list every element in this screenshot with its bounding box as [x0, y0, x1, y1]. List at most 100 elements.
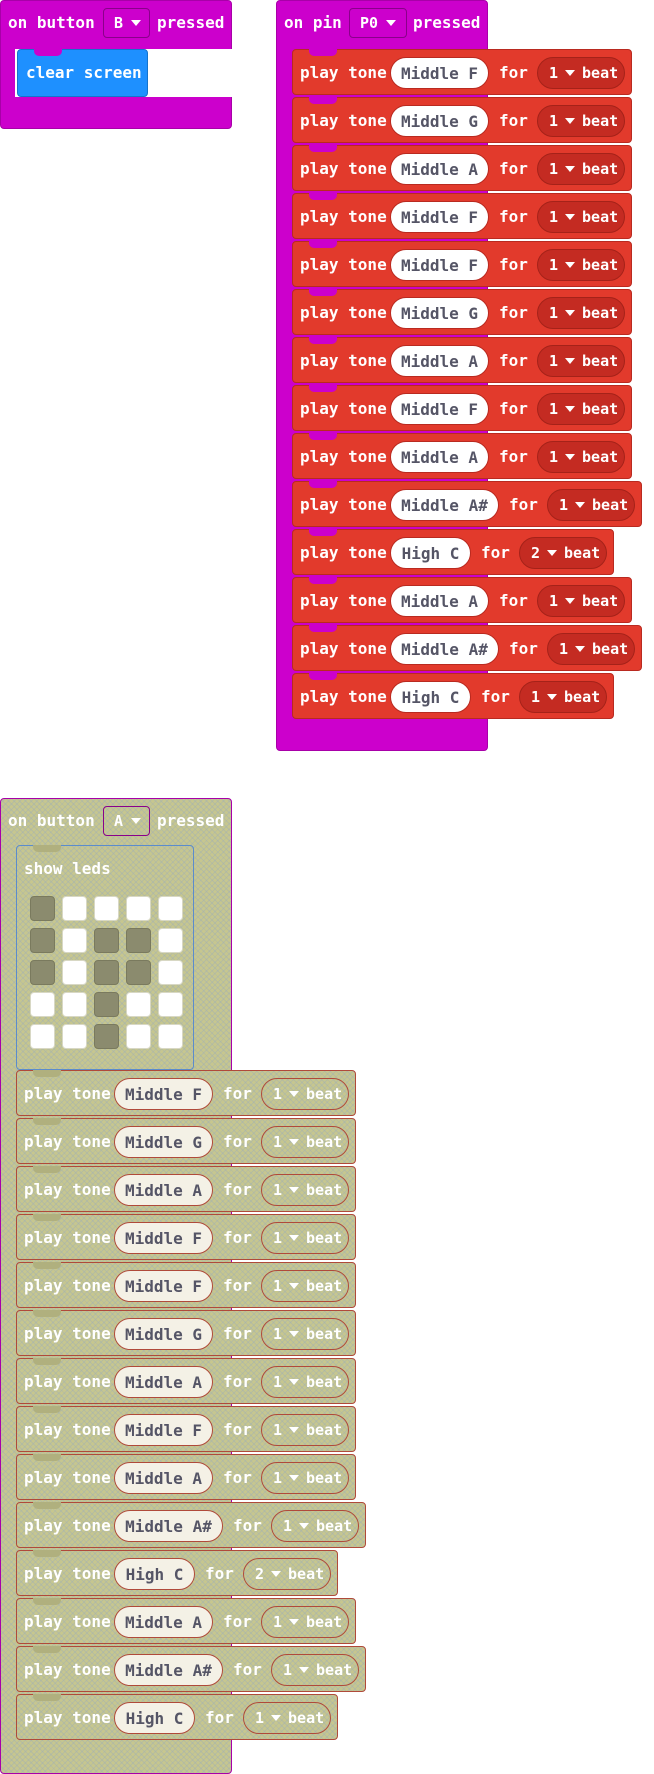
note-input[interactable]: Middle A	[390, 153, 489, 185]
beat-dropdown[interactable]: 1 beat	[243, 1702, 331, 1734]
play-tone-block[interactable]: play tone Middle F for 1 beat	[292, 385, 632, 431]
beat-dropdown[interactable]: 1 beat	[271, 1654, 359, 1686]
led-cell[interactable]	[126, 928, 151, 953]
beat-dropdown[interactable]: 1 beat	[261, 1078, 349, 1110]
play-tone-block[interactable]: play tone Middle F for 1 beat	[16, 1406, 356, 1452]
beat-dropdown[interactable]: 2 beat	[519, 537, 607, 569]
note-input[interactable]: Middle A	[114, 1366, 213, 1398]
note-input[interactable]: Middle F	[390, 57, 489, 89]
beat-dropdown[interactable]: 1 beat	[537, 345, 625, 377]
play-tone-block[interactable]: play tone Middle A# for 1 beat	[292, 481, 642, 527]
beat-dropdown[interactable]: 1 beat	[537, 297, 625, 329]
play-tone-block[interactable]: play tone Middle A for 1 beat	[292, 433, 632, 479]
pin-dropdown[interactable]: P0	[349, 8, 407, 38]
note-input[interactable]: Middle F	[114, 1414, 213, 1446]
beat-dropdown[interactable]: 2 beat	[243, 1558, 331, 1590]
play-tone-block[interactable]: play tone Middle F for 1 beat	[16, 1070, 356, 1116]
led-cell[interactable]	[94, 928, 119, 953]
note-input[interactable]: Middle F	[390, 201, 489, 233]
beat-dropdown[interactable]: 1 beat	[261, 1270, 349, 1302]
note-input[interactable]: Middle F	[390, 249, 489, 281]
led-cell[interactable]	[126, 960, 151, 985]
note-input[interactable]: High C	[114, 1702, 195, 1734]
beat-dropdown[interactable]: 1 beat	[261, 1366, 349, 1398]
note-input[interactable]: Middle A	[114, 1174, 213, 1206]
play-tone-block[interactable]: play tone Middle A# for 1 beat	[16, 1502, 366, 1548]
play-tone-block[interactable]: play tone Middle F for 1 beat	[292, 49, 632, 95]
led-cell[interactable]	[126, 1024, 151, 1049]
beat-dropdown[interactable]: 1 beat	[519, 681, 607, 713]
beat-dropdown[interactable]: 1 beat	[537, 105, 625, 137]
note-input[interactable]: Middle G	[390, 105, 489, 137]
beat-dropdown[interactable]: 1 beat	[537, 585, 625, 617]
led-cell[interactable]	[158, 896, 183, 921]
play-tone-block[interactable]: play tone High C for 2 beat	[292, 529, 614, 575]
note-input[interactable]: Middle F	[114, 1270, 213, 1302]
led-cell[interactable]	[126, 896, 151, 921]
note-input[interactable]: Middle F	[114, 1078, 213, 1110]
note-input[interactable]: High C	[114, 1558, 195, 1590]
note-input[interactable]: High C	[390, 537, 471, 569]
beat-dropdown[interactable]: 1 beat	[537, 57, 625, 89]
note-input[interactable]: Middle G	[114, 1126, 213, 1158]
beat-dropdown[interactable]: 1 beat	[537, 201, 625, 233]
note-input[interactable]: Middle A#	[114, 1654, 223, 1686]
play-tone-block[interactable]: play tone Middle A for 1 beat	[292, 337, 632, 383]
beat-dropdown[interactable]: 1 beat	[261, 1414, 349, 1446]
play-tone-block[interactable]: play tone Middle F for 1 beat	[292, 193, 632, 239]
play-tone-block[interactable]: play tone Middle A for 1 beat	[292, 577, 632, 623]
button-dropdown[interactable]: B	[103, 8, 150, 38]
note-input[interactable]: Middle A#	[390, 633, 499, 665]
beat-dropdown[interactable]: 1 beat	[547, 633, 635, 665]
show-leds-block[interactable]: show leds	[16, 845, 194, 1070]
beat-dropdown[interactable]: 1 beat	[547, 489, 635, 521]
note-input[interactable]: Middle G	[390, 297, 489, 329]
play-tone-block[interactable]: play tone Middle A for 1 beat	[16, 1598, 356, 1644]
play-tone-block[interactable]: play tone Middle F for 1 beat	[16, 1262, 356, 1308]
play-tone-block[interactable]: play tone Middle G for 1 beat	[292, 97, 632, 143]
beat-dropdown[interactable]: 1 beat	[537, 441, 625, 473]
led-cell[interactable]	[158, 960, 183, 985]
led-cell[interactable]	[30, 896, 55, 921]
note-input[interactable]: Middle A#	[390, 489, 499, 521]
led-cell[interactable]	[62, 928, 87, 953]
beat-dropdown[interactable]: 1 beat	[261, 1606, 349, 1638]
on-button-b-event-block[interactable]: on button B pressed clear screen	[0, 0, 232, 129]
note-input[interactable]: Middle A	[114, 1606, 213, 1638]
button-dropdown[interactable]: A	[103, 806, 150, 836]
note-input[interactable]: Middle A#	[114, 1510, 223, 1542]
note-input[interactable]: Middle A	[114, 1462, 213, 1494]
beat-dropdown[interactable]: 1 beat	[261, 1126, 349, 1158]
led-cell[interactable]	[158, 1024, 183, 1049]
note-input[interactable]: Middle F	[390, 393, 489, 425]
led-cell[interactable]	[62, 1024, 87, 1049]
play-tone-block[interactable]: play tone Middle A# for 1 beat	[292, 625, 642, 671]
note-input[interactable]: Middle A	[390, 345, 489, 377]
led-cell[interactable]	[126, 992, 151, 1017]
note-input[interactable]: Middle A	[390, 585, 489, 617]
clear-screen-block[interactable]: clear screen	[17, 49, 148, 97]
play-tone-block[interactable]: play tone High C for 2 beat	[16, 1550, 338, 1596]
led-cell[interactable]	[94, 1024, 119, 1049]
led-cell[interactable]	[62, 992, 87, 1017]
play-tone-block[interactable]: play tone Middle F for 1 beat	[292, 241, 632, 287]
on-button-a-event-block[interactable]: on button A pressed show leds play tone M…	[0, 798, 366, 1774]
play-tone-block[interactable]: play tone Middle A# for 1 beat	[16, 1646, 366, 1692]
led-cell[interactable]	[94, 992, 119, 1017]
led-cell[interactable]	[94, 896, 119, 921]
play-tone-block[interactable]: play tone Middle A for 1 beat	[16, 1358, 356, 1404]
beat-dropdown[interactable]: 1 beat	[261, 1318, 349, 1350]
beat-dropdown[interactable]: 1 beat	[271, 1510, 359, 1542]
beat-dropdown[interactable]: 1 beat	[537, 393, 625, 425]
play-tone-block[interactable]: play tone Middle A for 1 beat	[292, 145, 632, 191]
led-cell[interactable]	[30, 928, 55, 953]
note-input[interactable]: Middle G	[114, 1318, 213, 1350]
play-tone-block[interactable]: play tone High C for 1 beat	[292, 673, 614, 719]
play-tone-block[interactable]: play tone Middle A for 1 beat	[16, 1166, 356, 1212]
beat-dropdown[interactable]: 1 beat	[261, 1462, 349, 1494]
note-input[interactable]: High C	[390, 681, 471, 713]
led-cell[interactable]	[30, 960, 55, 985]
play-tone-block[interactable]: play tone Middle F for 1 beat	[16, 1214, 356, 1260]
led-cell[interactable]	[158, 928, 183, 953]
